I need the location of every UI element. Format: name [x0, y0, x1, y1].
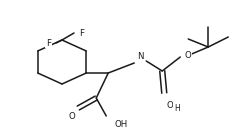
Text: O: O [69, 112, 76, 121]
Text: N: N [137, 52, 144, 61]
Text: O: O [166, 101, 173, 110]
Text: H: H [174, 104, 180, 113]
Text: F: F [46, 39, 51, 47]
Text: O: O [184, 51, 191, 59]
Text: OH: OH [114, 120, 128, 129]
Text: F: F [79, 29, 84, 38]
